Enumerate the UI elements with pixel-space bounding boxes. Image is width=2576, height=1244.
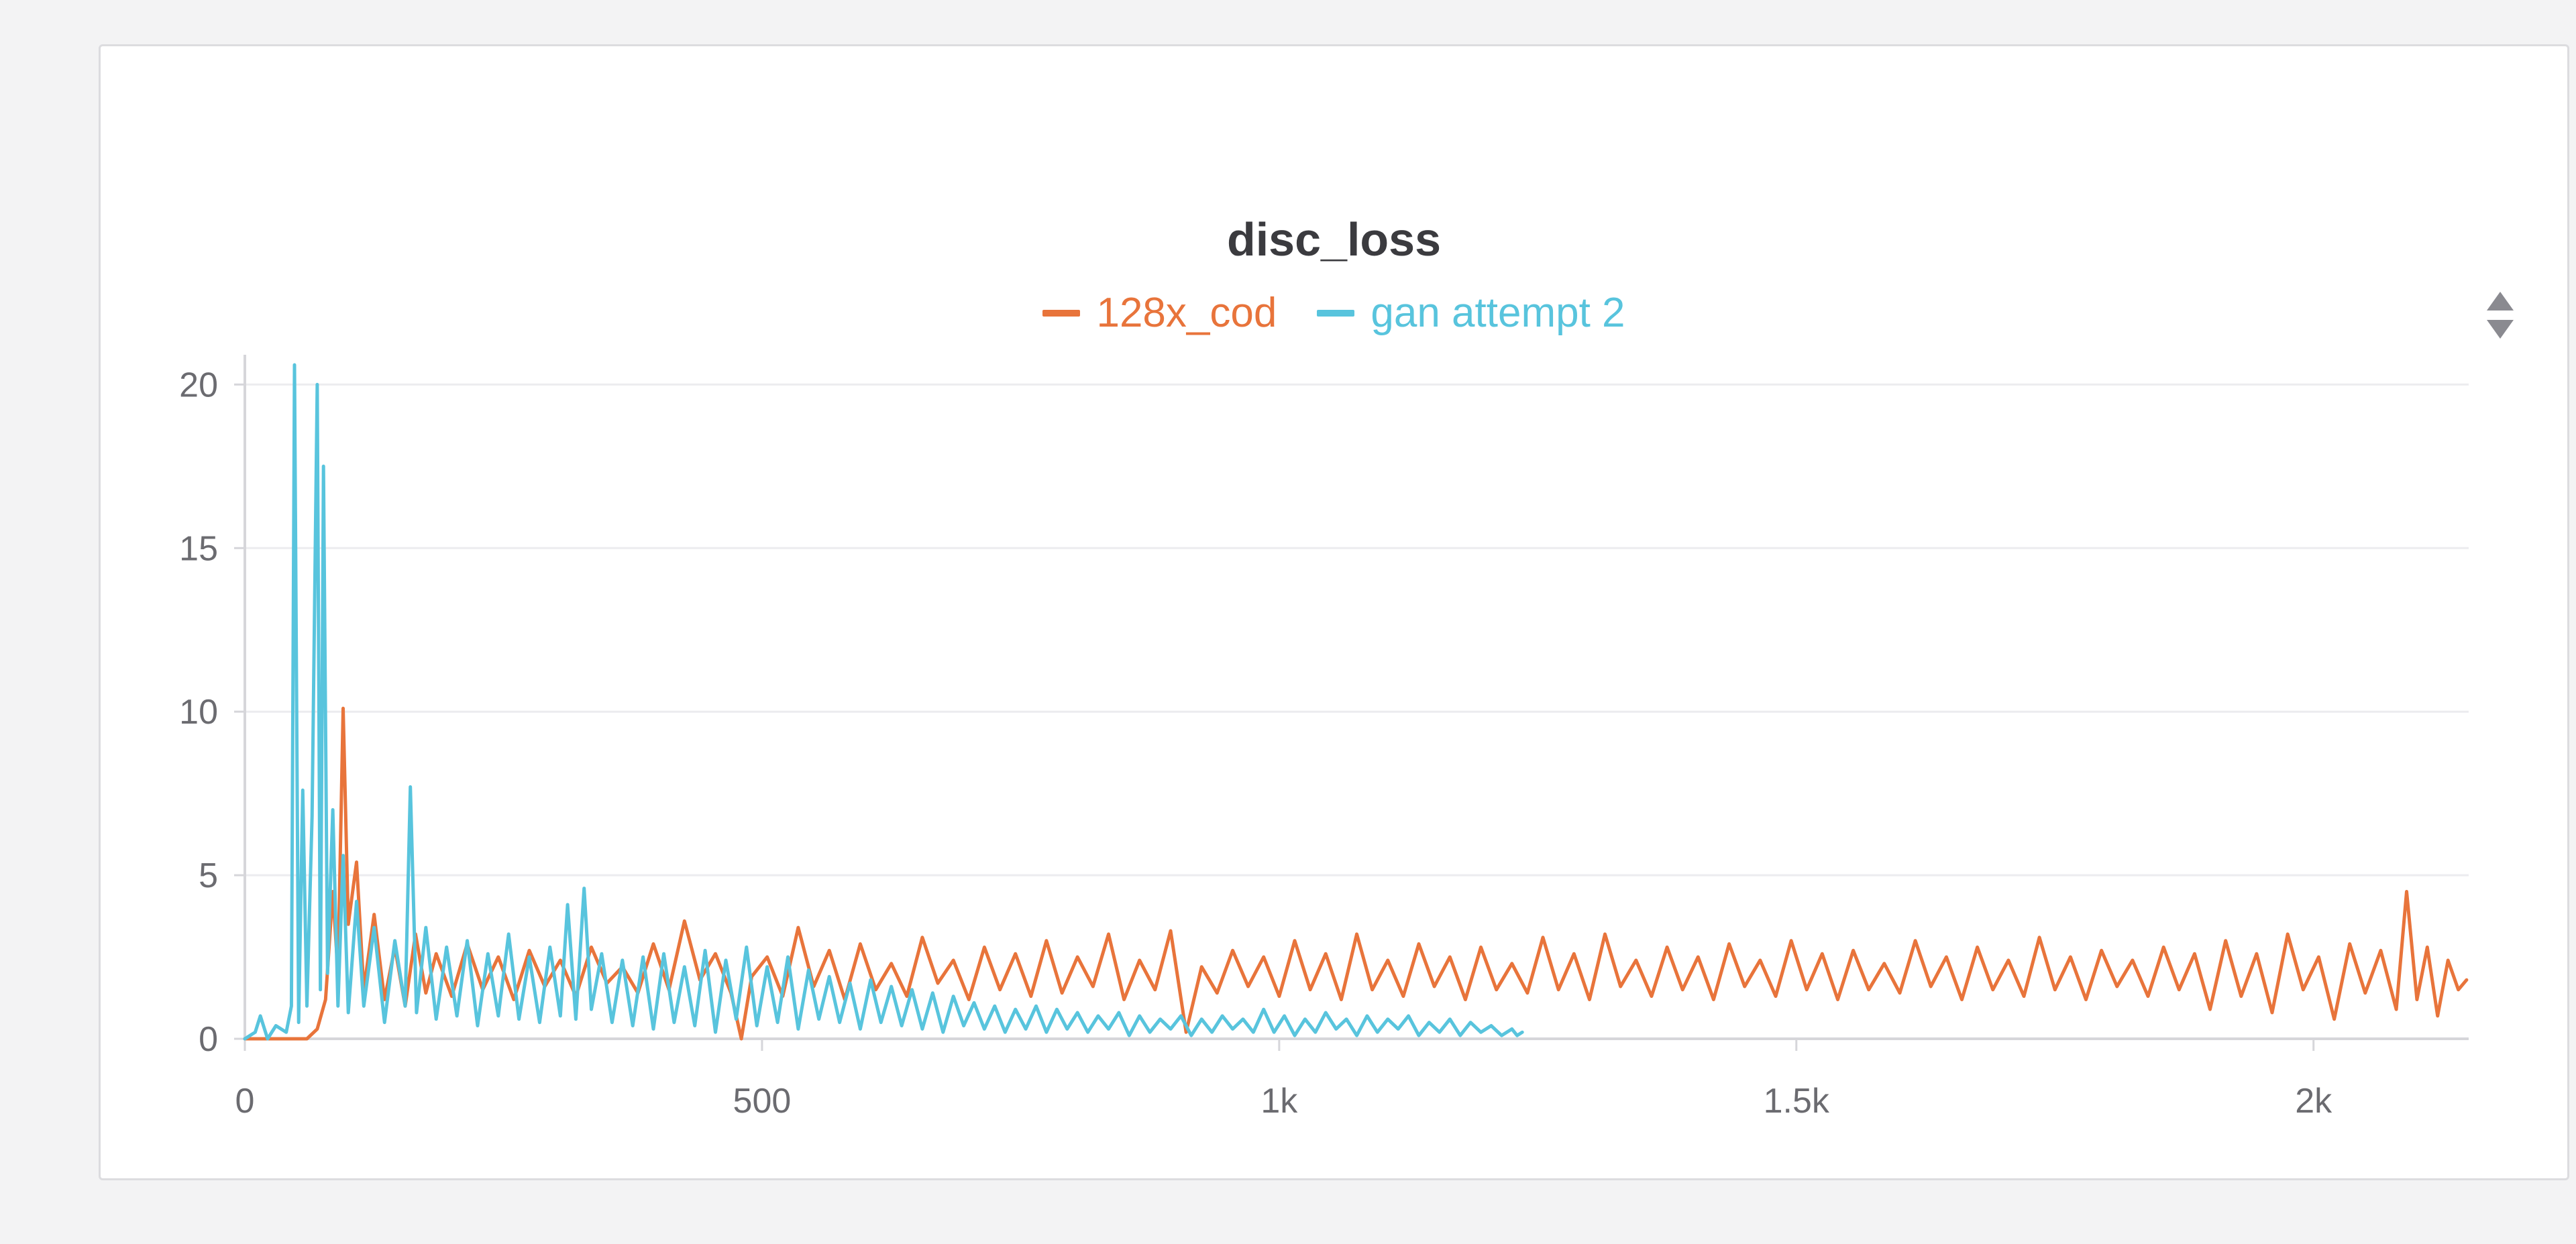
y-tick-label: 20	[179, 365, 218, 404]
x-tick-label: 1k	[1260, 1082, 1298, 1121]
legend-label-128x-cod: 128x_cod	[1096, 290, 1277, 336]
legend-item-128x-cod[interactable]: 128x_cod	[1042, 289, 1277, 337]
x-tick-label: 1.5k	[1764, 1082, 1830, 1121]
x-tick-label: 0	[235, 1082, 255, 1121]
chart-title: disc_loss	[1226, 213, 1442, 266]
y-tick-label: 5	[199, 856, 218, 895]
series-line-gan-attempt-2	[243, 363, 1524, 1041]
sort-arrows-icon[interactable]	[2480, 285, 2520, 345]
chart-legend: 128x_cod gan attempt 2	[101, 289, 2567, 337]
legend-item-gan-attempt-2[interactable]: gan attempt 2	[1317, 289, 1625, 337]
legend-swatch-gan-attempt-2	[1317, 309, 1355, 317]
x-tick-label: 2k	[2295, 1082, 2332, 1121]
y-tick-label: 0	[199, 1020, 218, 1059]
x-tick-label: 500	[733, 1082, 792, 1121]
chart-panel: disc_loss 128x_cod gan attempt 2 0 5 10 15 2…	[99, 44, 2569, 1180]
y-tick-label: 15	[179, 529, 218, 568]
legend-label-gan-attempt-2: gan attempt 2	[1371, 290, 1625, 336]
line-chart: 0 5 10 15 20 0 500 1k 1.5k 2k	[179, 355, 2469, 1121]
legend-swatch-128x-cod	[1042, 309, 1081, 317]
y-tick-label: 10	[179, 693, 218, 732]
